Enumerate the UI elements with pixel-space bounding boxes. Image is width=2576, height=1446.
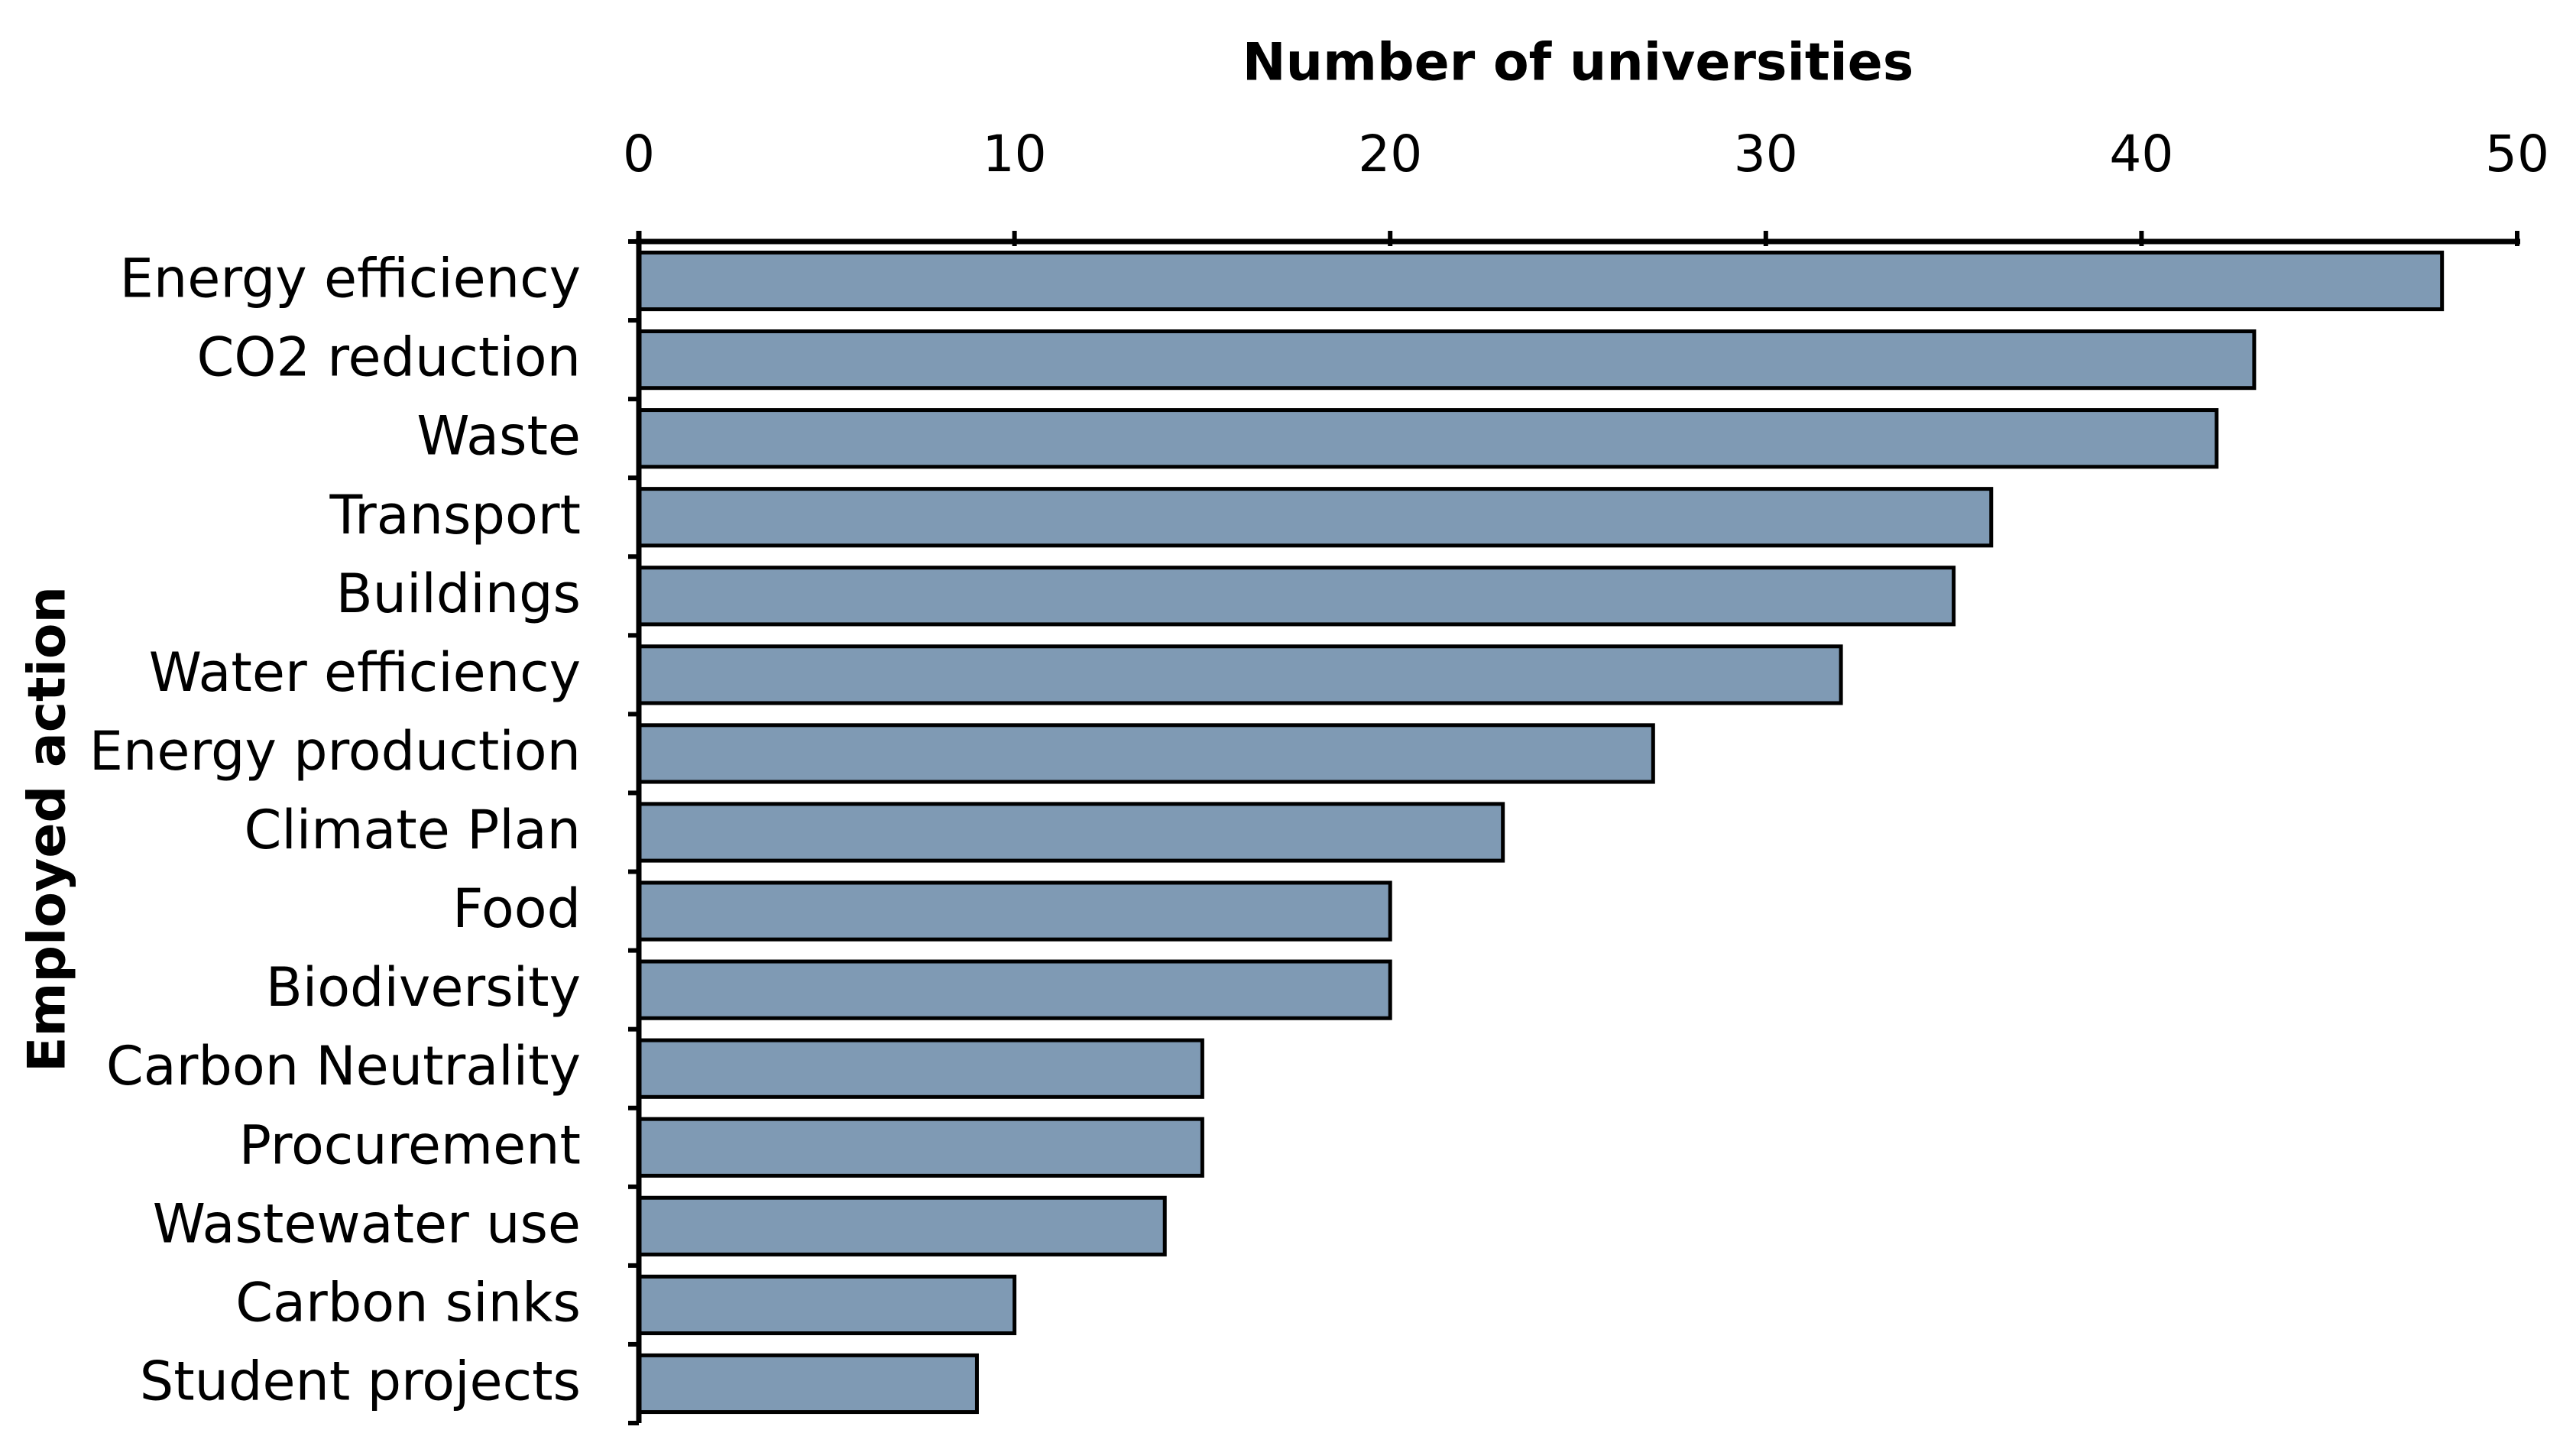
y-tick-label: Carbon sinks xyxy=(235,1271,581,1334)
bar xyxy=(637,1274,1017,1336)
y-tick-label: Carbon Neutrality xyxy=(106,1035,581,1097)
x-tick-label: 10 xyxy=(983,125,1047,183)
y-tick-label: Transport xyxy=(329,484,581,546)
bar xyxy=(637,1353,979,1415)
bar xyxy=(637,644,1843,705)
bar xyxy=(637,959,1392,1020)
y-tick-label: CO2 reduction xyxy=(197,326,581,389)
y-tick-label: Water efficiency xyxy=(149,641,581,704)
x-tick-label: 50 xyxy=(2485,125,2549,183)
y-axis-title: Employed action xyxy=(18,586,78,1072)
bar xyxy=(637,566,1956,627)
y-tick-label: Biodiversity xyxy=(266,956,581,1019)
y-tick-label: Food xyxy=(452,877,581,940)
y-tick-label: Energy production xyxy=(89,720,581,783)
bar xyxy=(637,487,1994,548)
y-tick-label: Waste xyxy=(416,405,581,468)
y-tick-label: Wastewater use xyxy=(153,1192,581,1255)
y-tick-label: Buildings xyxy=(336,563,581,625)
x-tick-label: 20 xyxy=(1358,125,1422,183)
x-tick-label: 40 xyxy=(2109,125,2173,183)
bar xyxy=(637,880,1392,942)
y-tick-label: Energy efficiency xyxy=(120,248,581,310)
bar xyxy=(637,250,2445,312)
bar xyxy=(637,329,2257,391)
bar xyxy=(637,1195,1167,1256)
y-tick-label: Climate Plan xyxy=(244,799,581,861)
x-tick-label: 30 xyxy=(1734,125,1798,183)
y-tick-label: Procurement xyxy=(239,1114,581,1176)
x-tick-label: 0 xyxy=(623,125,655,183)
bar xyxy=(637,1038,1204,1099)
x-axis-title: Number of universities xyxy=(1243,33,1913,93)
bar xyxy=(637,1117,1204,1178)
bar xyxy=(637,408,2219,469)
bar xyxy=(637,802,1505,863)
y-tick-label: Student projects xyxy=(140,1350,581,1412)
bar xyxy=(637,723,1655,784)
